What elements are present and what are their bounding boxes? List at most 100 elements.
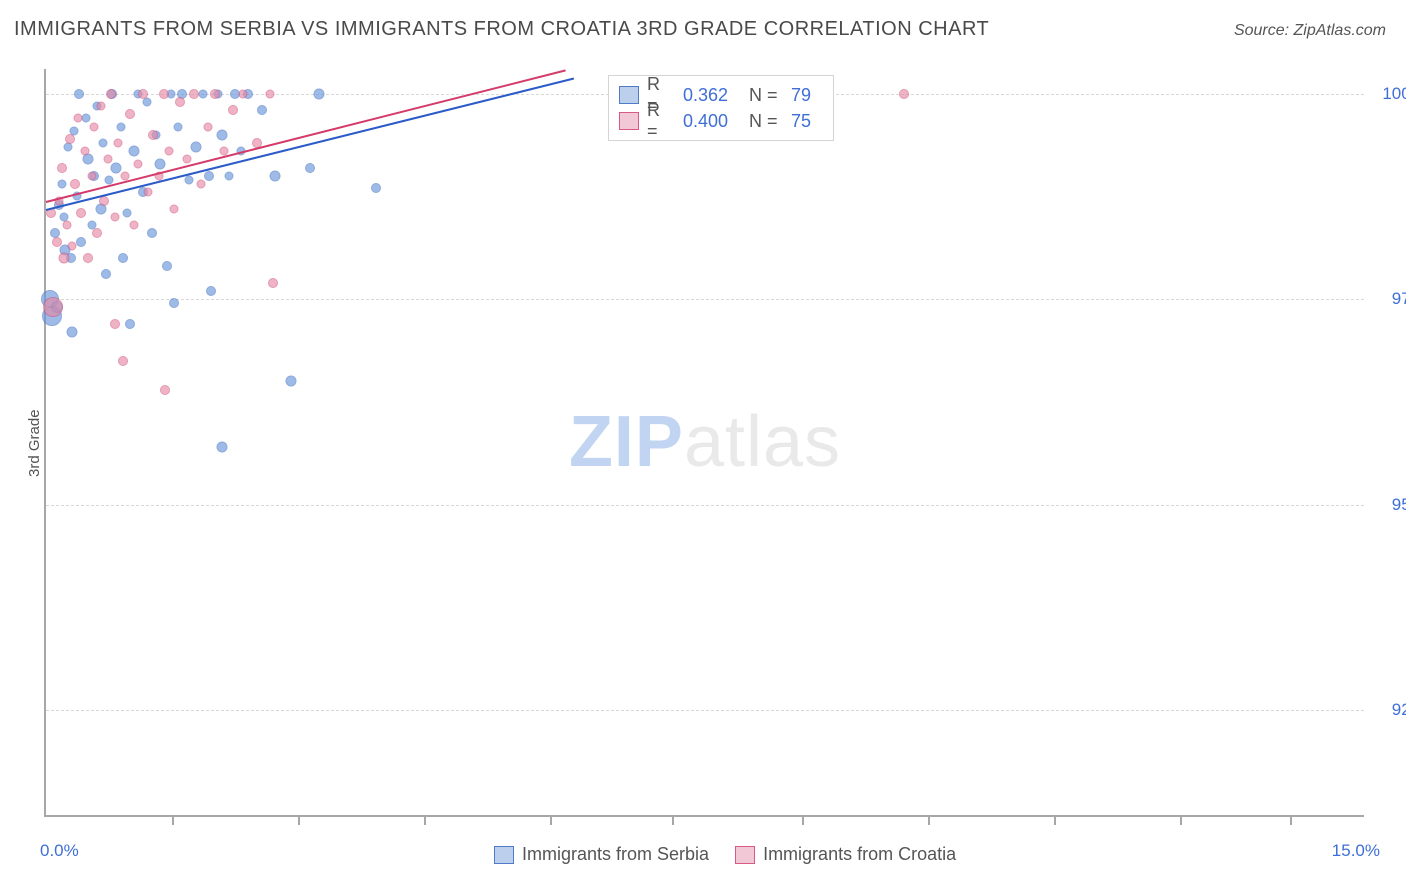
data-point-croatia (203, 122, 212, 131)
data-point-croatia (118, 356, 128, 366)
data-point-serbia (118, 253, 128, 263)
data-point-croatia (210, 89, 220, 99)
data-point-serbia (204, 171, 214, 181)
data-point-serbia (101, 269, 111, 279)
data-point-serbia (169, 298, 179, 308)
data-point-croatia (65, 134, 75, 144)
data-point-croatia (148, 130, 158, 140)
source-link[interactable]: ZipAtlas.com (1294, 22, 1386, 39)
regression-line-serbia (46, 77, 574, 210)
data-point-croatia (228, 105, 238, 115)
data-point-croatia (160, 385, 170, 395)
data-point-croatia (83, 253, 93, 263)
legend-label: Immigrants from Serbia (522, 844, 709, 865)
data-point-croatia (63, 221, 72, 230)
data-point-serbia (122, 208, 131, 217)
legend-swatch (619, 86, 639, 104)
data-point-serbia (81, 114, 90, 123)
source-label: Source: ZipAtlas.com (1234, 22, 1386, 40)
page-title: IMMIGRANTS FROM SERBIA VS IMMIGRANTS FRO… (14, 18, 989, 41)
data-point-serbia (74, 89, 84, 99)
data-point-serbia (305, 163, 315, 173)
data-point-serbia (143, 97, 152, 106)
data-point-serbia (64, 143, 73, 152)
y-tick-label: 97.5% (1392, 289, 1406, 309)
x-tick (298, 815, 300, 825)
x-tick (1180, 815, 1182, 825)
data-point-serbia (198, 89, 207, 98)
data-point-serbia (285, 376, 296, 387)
data-point-croatia (189, 89, 199, 99)
data-point-croatia (125, 109, 135, 119)
gridline (46, 505, 1364, 506)
data-point-serbia (206, 286, 216, 296)
data-point-croatia (106, 89, 116, 99)
data-point-croatia (57, 163, 67, 173)
x-tick (928, 815, 930, 825)
data-point-serbia (125, 319, 135, 329)
data-point-serbia (269, 170, 280, 181)
data-point-serbia (162, 261, 172, 271)
legend-swatch (619, 112, 639, 130)
plot-area: 92.5%95.0%97.5%100.0%0.0%15.0%ZIPatlasR … (44, 69, 1364, 817)
y-tick-label: 100.0% (1382, 84, 1406, 104)
legend-swatch (494, 846, 514, 864)
data-point-serbia (116, 122, 125, 131)
legend-stats-row: R =0.400N =75 (619, 108, 819, 134)
data-point-croatia (182, 155, 191, 164)
data-point-croatia (175, 97, 185, 107)
data-point-croatia (268, 278, 278, 288)
data-point-croatia (165, 147, 174, 156)
data-point-serbia (147, 228, 157, 238)
watermark: ZIPatlas (569, 401, 841, 483)
data-point-croatia (80, 147, 89, 156)
data-point-croatia (73, 114, 82, 123)
data-point-serbia (217, 442, 228, 453)
gridline (46, 710, 1364, 711)
regression-line-croatia (46, 69, 566, 202)
data-point-croatia (196, 180, 205, 189)
data-point-serbia (111, 162, 122, 173)
data-point-croatia (114, 138, 123, 147)
data-point-croatia (52, 237, 62, 247)
data-point-serbia (67, 327, 78, 338)
header: IMMIGRANTS FROM SERBIA VS IMMIGRANTS FRO… (0, 0, 1406, 41)
y-axis-label: 3rd Grade (26, 409, 43, 477)
data-point-serbia (225, 171, 234, 180)
data-point-croatia (159, 89, 169, 99)
data-point-croatia (43, 297, 63, 317)
x-tick (1054, 815, 1056, 825)
data-point-croatia (70, 179, 80, 189)
data-point-serbia (155, 158, 166, 169)
data-point-croatia (170, 204, 179, 213)
data-point-croatia (96, 101, 105, 110)
data-point-croatia (68, 241, 77, 250)
data-point-croatia (90, 122, 99, 131)
data-point-serbia (313, 88, 324, 99)
data-point-serbia (217, 129, 228, 140)
legend-series: Immigrants from Serbia Immigrants from Cr… (494, 844, 956, 865)
legend-label: Immigrants from Croatia (763, 844, 956, 865)
data-point-croatia (110, 212, 119, 221)
x-tick (1290, 815, 1292, 825)
data-point-serbia (174, 122, 183, 131)
data-point-serbia (129, 146, 140, 157)
x-max-label: 15.0% (1332, 841, 1380, 861)
x-tick (672, 815, 674, 825)
legend-stats: R =0.362N =79R =0.400N =75 (608, 75, 834, 141)
x-tick (802, 815, 804, 825)
data-point-croatia (899, 89, 909, 99)
data-point-croatia (138, 89, 148, 99)
legend-item: Immigrants from Croatia (735, 844, 956, 865)
legend-item: Immigrants from Serbia (494, 844, 709, 865)
data-point-serbia (190, 142, 201, 153)
data-point-croatia (134, 159, 143, 168)
x-min-label: 0.0% (40, 841, 79, 861)
x-tick (172, 815, 174, 825)
data-point-croatia (58, 253, 69, 264)
legend-swatch (735, 846, 755, 864)
data-point-croatia (103, 155, 112, 164)
data-point-serbia (57, 180, 66, 189)
data-point-croatia (130, 221, 139, 230)
data-point-croatia (87, 171, 96, 180)
